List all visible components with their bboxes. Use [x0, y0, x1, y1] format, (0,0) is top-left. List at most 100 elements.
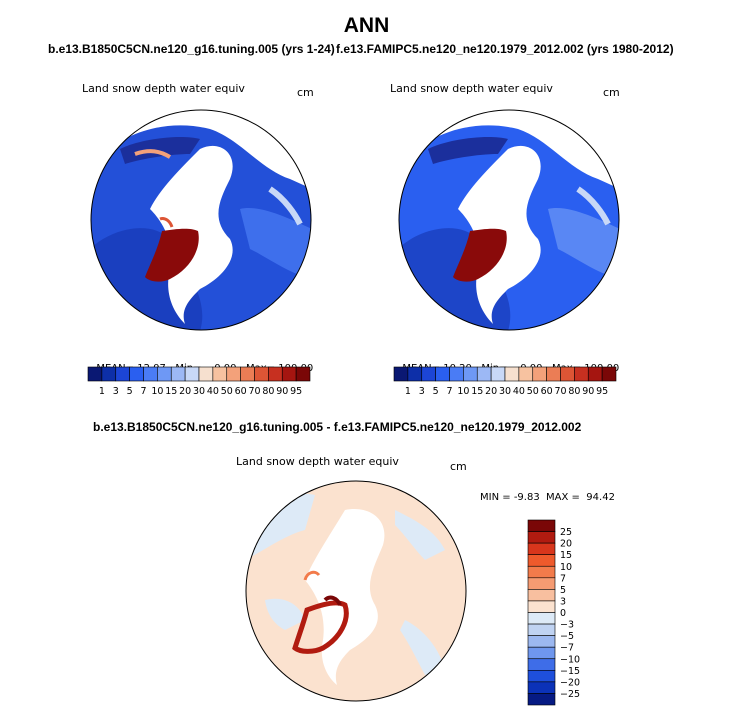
colorbar-a-tick-label: 40 [207, 386, 219, 397]
colorbar-a-tick-label: 60 [235, 386, 247, 397]
colorbar-diff-tick-label: 10 [560, 562, 572, 573]
colorbar-b-tick-label: 60 [541, 386, 553, 397]
colorbar-diff-swatch [528, 670, 555, 682]
colorbar-a-tick-label: 80 [262, 386, 274, 397]
colorbar-b-swatch [408, 367, 422, 381]
colorbar-b-swatch [574, 367, 588, 381]
colorbar-a-swatch [255, 367, 269, 381]
case-b-title: f.e13.FAMIPC5.ne120_ne120.1979_2012.002 … [336, 42, 674, 56]
colorbar-a-tick-label: 3 [113, 386, 119, 397]
colorbar-b-swatch [422, 367, 436, 381]
colorbar-diff-swatch [528, 659, 555, 671]
colorbar-diff-tick-label: 3 [560, 596, 566, 607]
colorbar-diff-tick-label: −10 [560, 654, 580, 665]
diff-max-label: MAX = [546, 492, 580, 503]
colorbar-b-tick-label: 95 [596, 386, 608, 397]
colorbar-b-swatch [477, 367, 491, 381]
colorbar-a-swatch [213, 367, 227, 381]
colorbar-a-tick-label: 90 [276, 386, 288, 397]
colorbar-a-swatch [199, 367, 213, 381]
colorbar-a-swatch [88, 367, 102, 381]
diff-title: b.e13.B1850C5CN.ne120_g16.tuning.005 - f… [93, 420, 581, 434]
colorbar-b-swatch [505, 367, 519, 381]
colorbar-a-swatch [144, 367, 158, 381]
colorbar-a-swatch [282, 367, 296, 381]
colorbar-b-tick-label: 5 [433, 386, 439, 397]
colorbar-a-tick-label: 50 [221, 386, 233, 397]
colorbar-a-tick-label: 7 [140, 386, 146, 397]
colorbar-b-tick-label: 80 [568, 386, 580, 397]
polar-map-case-a [90, 109, 312, 331]
polar-map-case-b [398, 109, 620, 331]
colorbar-b-swatch [394, 367, 408, 381]
colorbar-diff-tick-label: 7 [560, 573, 566, 584]
colorbar-a-tick-label: 30 [193, 386, 205, 397]
colorbar-a-tick-label: 1 [99, 386, 105, 397]
panel2-variable-label: Land snow depth water equiv [390, 82, 553, 95]
colorbar-case-b: 1 3 5 7 10 15 20 30 40 50 60 70 80 90 95 [394, 367, 616, 397]
diff-max-value: 94.42 [586, 492, 615, 503]
colorbar-a-swatch [241, 367, 255, 381]
colorbar-a-swatch [157, 367, 171, 381]
colorbar-diff-tick-label: 15 [560, 550, 572, 561]
main-title: ANN [0, 14, 733, 38]
colorbar-b-tick-label: 90 [582, 386, 594, 397]
colorbar-b-tick-label: 15 [471, 386, 483, 397]
colorbar-diff-swatch [528, 589, 555, 601]
diff-stats: MIN = -9.83 MAX = 94.42 [480, 492, 615, 503]
colorbar-b-swatch [533, 367, 547, 381]
panel1-variable-label: Land snow depth water equiv [82, 82, 245, 95]
colorbar-b-swatch [561, 367, 575, 381]
colorbar-diff-swatch [528, 520, 555, 532]
colorbar-diff-tick-label: 5 [560, 585, 566, 596]
colorbar-diff-tick-label: 25 [560, 527, 572, 538]
colorbar-a-tick-label: 10 [151, 386, 163, 397]
diff-variable-label: Land snow depth water equiv [236, 455, 399, 468]
colorbar-diff-swatch [528, 636, 555, 648]
colorbar-diff-swatch [528, 682, 555, 694]
colorbar-a-swatch [116, 367, 130, 381]
colorbar-diff-tick-label: −25 [560, 689, 580, 700]
colorbar-b-tick-label: 3 [419, 386, 425, 397]
colorbar-diff-swatch [528, 613, 555, 625]
colorbar-b-tick-label: 10 [457, 386, 469, 397]
colorbar-b-swatch [588, 367, 602, 381]
colorbar-diff-tick-label: −5 [560, 631, 574, 642]
colorbar-a-swatch [171, 367, 185, 381]
colorbar-diff-tick-label: −15 [560, 666, 580, 677]
colorbar-case-a: 1 3 5 7 10 15 20 30 40 50 60 70 80 90 95 [88, 367, 310, 397]
colorbar-b-swatch [547, 367, 561, 381]
colorbar-diff-tick-label: −20 [560, 677, 580, 688]
colorbar-a-swatch [268, 367, 282, 381]
colorbar-a-swatch [130, 367, 144, 381]
colorbar-b-swatch [519, 367, 533, 381]
colorbar-a-swatch [102, 367, 116, 381]
colorbar-a-swatch [185, 367, 199, 381]
colorbar-a-tick-label: 5 [127, 386, 133, 397]
colorbar-b-swatch [491, 367, 505, 381]
panel1-units-label: cm [297, 86, 314, 99]
colorbar-b-swatch [450, 367, 464, 381]
colorbar-a-swatch [227, 367, 241, 381]
colorbar-diff-swatch [528, 555, 555, 567]
colorbar-b-tick-label: 30 [499, 386, 511, 397]
colorbar-b-tick-label: 50 [527, 386, 539, 397]
colorbar-b-swatch [436, 367, 450, 381]
colorbar-diff-swatch [528, 601, 555, 613]
colorbar-b-tick-label: 70 [554, 386, 566, 397]
diff-units-label: cm [450, 460, 467, 473]
panel2-units-label: cm [603, 86, 620, 99]
case-a-title: b.e13.B1850C5CN.ne120_g16.tuning.005 (yr… [48, 42, 335, 56]
colorbar-diff-tick-label: −3 [560, 620, 574, 631]
colorbar-a-tick-label: 70 [248, 386, 260, 397]
colorbar-b-tick-label: 40 [513, 386, 525, 397]
colorbar-a-swatch [296, 367, 310, 381]
colorbar-b-swatch [463, 367, 477, 381]
diff-min-value: -9.83 [514, 492, 540, 503]
colorbar-diff-swatch [528, 532, 555, 544]
colorbar-b-tick-label: 20 [485, 386, 497, 397]
colorbar-diff-swatch [528, 647, 555, 659]
colorbar-a-tick-label: 20 [179, 386, 191, 397]
colorbar-diff-tick-label: 20 [560, 539, 572, 550]
polar-map-difference [245, 480, 467, 702]
